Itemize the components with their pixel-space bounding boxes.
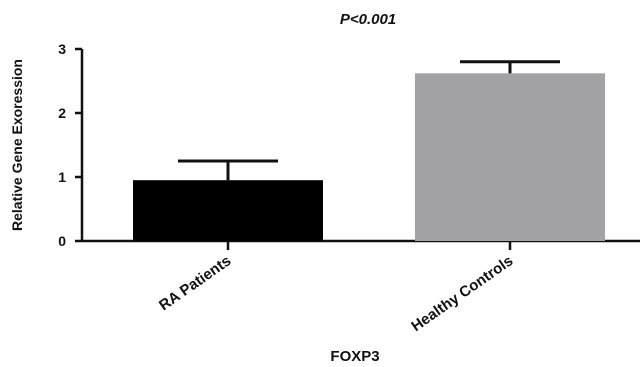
chart-title: P<0.001 (340, 11, 396, 28)
bar (133, 180, 323, 241)
y-axis-label: Relative Gene Exoression (9, 59, 25, 231)
y-tick-label: 3 (58, 41, 66, 57)
x-tick-label: RA Patients (156, 252, 234, 314)
y-tick-label: 1 (58, 169, 66, 185)
x-tick-label: Healthy Controls (408, 252, 516, 335)
x-axis-label: FOXP3 (330, 348, 379, 365)
plot-area: 0 1 2 3 RA Patients Healthy Controls (58, 41, 640, 335)
y-tick-label: 2 (58, 105, 66, 121)
y-tick-label: 0 (58, 233, 66, 249)
bar (415, 73, 605, 241)
